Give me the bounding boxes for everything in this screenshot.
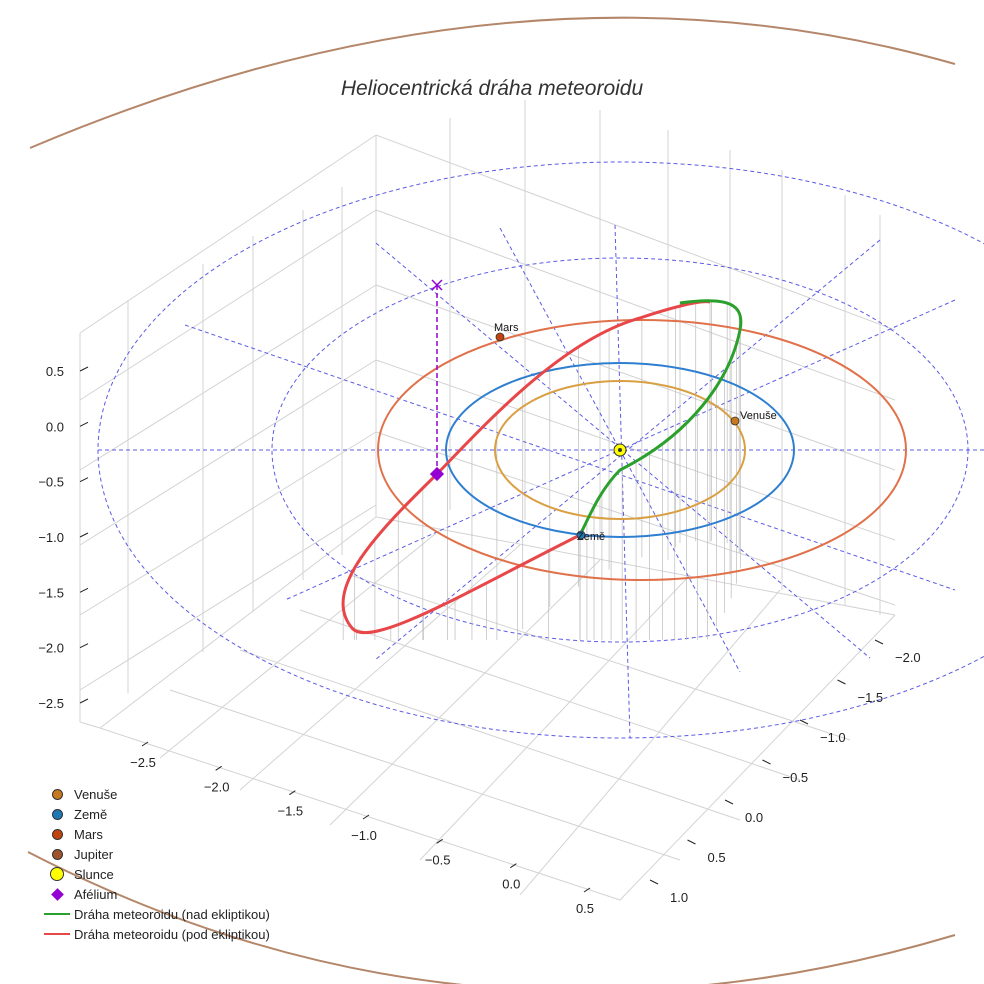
tick-mark	[141, 741, 149, 747]
tick-mark	[649, 879, 659, 885]
tick-label: 0.0	[502, 877, 520, 892]
legend-symbol	[40, 884, 74, 904]
tick-label: 0.0	[46, 419, 64, 434]
tick-mark	[510, 863, 517, 869]
aphelion-projection-marker	[431, 279, 443, 291]
aphelion-marker	[429, 466, 445, 482]
mars-marker	[495, 332, 505, 342]
meteoroid-drop-lines	[342, 300, 741, 640]
meteoroid-orbit-below-ecliptic	[341, 300, 711, 635]
legend-marker	[50, 887, 64, 901]
tick-mark	[837, 679, 846, 685]
legend-symbol	[40, 924, 74, 944]
tick-label: −0.5	[783, 770, 809, 785]
tick-label: −2.0	[38, 641, 64, 656]
tick-label: −2.0	[204, 779, 230, 794]
legend-marker	[51, 808, 63, 820]
legend-marker	[51, 848, 63, 860]
legend-item: Mars	[40, 824, 270, 844]
legend-label: Dráha meteoroidu (nad ekliptikou)	[74, 906, 270, 922]
legend-symbol	[40, 864, 74, 884]
legend-label: Slunce	[74, 866, 114, 882]
earth-orbit	[445, 362, 795, 538]
tick-mark	[215, 765, 222, 771]
legend-label: Jupiter	[74, 846, 114, 862]
tick-mark	[362, 814, 370, 820]
venus-label: Venuše	[740, 410, 777, 422]
legend-marker	[44, 933, 70, 935]
tick-mark	[79, 366, 89, 372]
legend-item: Venuše	[40, 784, 270, 804]
tick-mark	[799, 719, 809, 725]
venus-marker	[730, 416, 740, 426]
tick-label: 0.5	[46, 364, 64, 379]
legend-symbol	[40, 804, 74, 824]
legend-item: Jupiter	[40, 844, 270, 864]
tick-label: −1.5	[858, 690, 884, 705]
meteoroid-orbit-above-ecliptic	[578, 299, 743, 536]
tick-label: −1.0	[38, 530, 64, 545]
legend-marker	[51, 828, 63, 840]
legend-marker	[51, 788, 63, 800]
legend-label: Mars	[74, 826, 103, 842]
tick-mark	[79, 477, 89, 483]
tick-label: −1.5	[38, 585, 64, 600]
legend-item: Dráha meteoroidu (nad ekliptikou)	[40, 904, 270, 924]
y-axis-ticks: −2.0 −1.5 −1.0 −0.5 0.0 0.5 1.0	[649, 639, 921, 905]
tick-mark	[79, 643, 89, 649]
tick-label: −1.0	[351, 828, 377, 843]
legend-label: Venuše	[74, 786, 118, 802]
mars-orbit	[377, 319, 907, 581]
tick-mark	[762, 759, 771, 765]
legend-symbol	[40, 784, 74, 804]
z-axis-ticks: 0.5 0.0 −0.5 −1.0 −1.5 −2.0 −2.5	[38, 364, 89, 711]
tick-label: −2.5	[38, 696, 64, 711]
tick-mark	[79, 532, 89, 538]
tick-label: 1.0	[670, 890, 688, 905]
tick-label: −2.5	[130, 755, 156, 770]
legend-marker	[44, 913, 70, 915]
tick-mark	[436, 838, 443, 844]
legend-symbol	[40, 844, 74, 864]
tick-mark	[289, 790, 296, 796]
sun-center	[618, 448, 622, 452]
tick-mark	[79, 698, 89, 704]
legend-symbol	[40, 904, 74, 924]
legend-item: Země	[40, 804, 270, 824]
chart-title: Heliocentrická dráha meteoroidu	[341, 77, 644, 100]
legend-label: Země	[74, 806, 108, 822]
axes-grid	[79, 100, 896, 901]
tick-label: 0.5	[576, 901, 594, 916]
legend-label: Dráha meteoroidu (pod ekliptikou)	[74, 926, 270, 942]
tick-mark	[874, 639, 884, 645]
legend-marker	[50, 867, 64, 881]
tick-label: −2.0	[895, 650, 921, 665]
tick-mark	[79, 587, 89, 593]
tick-label: −0.5	[38, 475, 64, 490]
tick-mark	[724, 799, 734, 805]
tick-mark	[687, 839, 696, 845]
x-axis-ticks: −2.5 −2.0 −1.5 −1.0 −0.5 0.0 0.5	[130, 741, 594, 916]
tick-label: −1.5	[277, 804, 303, 819]
tick-mark	[583, 887, 591, 893]
ecliptic-reference-lines	[97, 161, 984, 739]
legend-item: Afélium	[40, 884, 270, 904]
legend-item: Slunce	[40, 864, 270, 884]
jupiter-orbit-arc-bottom	[27, 851, 956, 984]
legend-label: Afélium	[74, 886, 118, 902]
tick-label: 0.5	[708, 850, 726, 865]
tick-label: −0.5	[425, 852, 451, 867]
tick-mark	[79, 421, 89, 427]
earth-label: Země	[577, 531, 605, 543]
venus-orbit	[494, 380, 746, 520]
legend: Venuše Země Mars Jupiter Slunce Afélium Dráha …	[40, 784, 270, 944]
legend-symbol	[40, 824, 74, 844]
mars-label: Mars	[494, 322, 519, 334]
tick-label: −1.0	[820, 730, 846, 745]
legend-item: Dráha meteoroidu (pod ekliptikou)	[40, 924, 270, 944]
tick-label: 0.0	[745, 810, 763, 825]
jupiter-orbit-arc-top	[29, 16, 956, 149]
earth-marker	[576, 530, 586, 540]
